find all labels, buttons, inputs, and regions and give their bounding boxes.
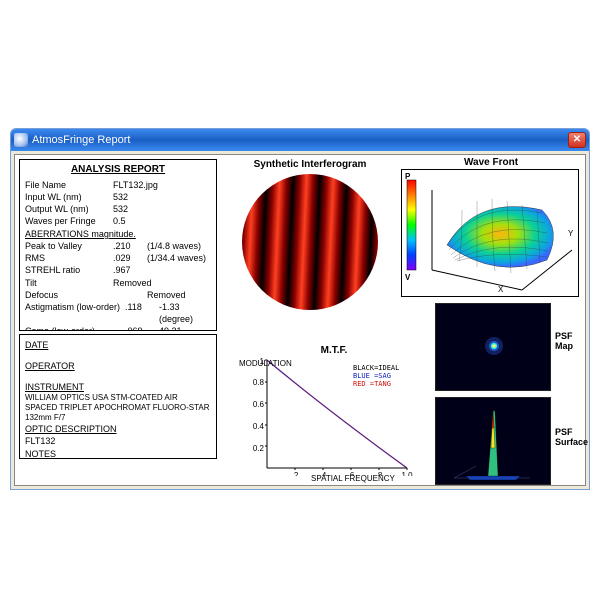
- tilt-value: Removed: [113, 277, 211, 289]
- opticdesc-text: FLT132: [25, 435, 211, 447]
- analysis-box: ANALYSIS REPORT File NameFLT132.jpg Inpu…: [19, 159, 217, 331]
- interferogram-chart: [240, 172, 380, 312]
- rms-label: RMS: [25, 252, 113, 264]
- meta-box: DATE OPERATOR INSTRUMENT WILLIAM OPTICS …: [19, 334, 217, 459]
- wpf-value: 0.5: [113, 215, 211, 227]
- coma-note: 49.21 (degree): [159, 325, 211, 331]
- window-title: AtmosFringe Report: [32, 134, 568, 146]
- svg-text:RED =TANG: RED =TANG: [353, 380, 391, 388]
- psf-map-chart: [435, 303, 551, 391]
- svg-text:Y: Y: [568, 229, 574, 238]
- coma-value: .069: [125, 325, 159, 331]
- svg-text:V: V: [405, 273, 411, 282]
- svg-text:0.6: 0.6: [253, 400, 265, 409]
- wavefront-panel: Wave Front: [401, 157, 581, 297]
- opticdesc-label: OPTIC DESCRIPTION: [25, 423, 211, 435]
- ptv-note: (1/4.8 waves): [147, 240, 211, 252]
- filename-label: File Name: [25, 179, 113, 191]
- app-window: AtmosFringe Report ✕ ANALYSIS REPORT Fil…: [10, 128, 590, 490]
- svg-text:P: P: [405, 172, 411, 181]
- ptv-label: Peak to Valley: [25, 240, 113, 252]
- app-icon: [14, 133, 28, 147]
- aberr-section: ABERRATIONS magnitude.: [25, 228, 211, 240]
- rms-value: .029: [113, 252, 147, 264]
- wavefront-chart: P V X Y: [401, 169, 579, 297]
- operator-label: OPERATOR: [25, 360, 211, 372]
- mtf-panel: M.T.F. MODULATION 1 0.8 0.6 0.4 0.2: [239, 345, 429, 481]
- astig-label: Astigmatism (low-order): [25, 301, 125, 325]
- psf-map-label: PSF Map: [555, 331, 585, 351]
- interferogram-panel: Synthetic Interferogram: [225, 159, 395, 312]
- psf-surface-chart: [435, 397, 551, 485]
- date-label: DATE: [25, 339, 211, 351]
- svg-text:BLACK=IDEAL: BLACK=IDEAL: [353, 364, 399, 372]
- spatial-freq-label: SPATIAL FREQUENCY: [311, 474, 395, 483]
- mtf-title: M.T.F.: [239, 345, 429, 356]
- strehl-label: STREHL ratio: [25, 264, 113, 276]
- wpf-label: Waves per Fringe: [25, 215, 113, 227]
- tilt-label: Tilt: [25, 277, 113, 289]
- instrument-text: WILLIAM OPTICS USA STM-COATED AIR SPACED…: [25, 393, 211, 422]
- instrument-label: INSTRUMENT: [25, 381, 211, 393]
- filename-value: FLT132.jpg: [113, 179, 211, 191]
- inputwl-value: 532: [113, 191, 211, 203]
- svg-text:BLUE =SAG: BLUE =SAG: [353, 372, 391, 380]
- svg-text:X: X: [498, 285, 504, 294]
- astig-value: .118: [125, 301, 159, 325]
- mtf-chart: 1 0.8 0.6 0.4 0.2 .2 .4 .6 .8 1.0: [239, 356, 429, 476]
- left-panel: ANALYSIS REPORT File NameFLT132.jpg Inpu…: [19, 159, 217, 487]
- report-header: ANALYSIS REPORT: [25, 163, 211, 177]
- svg-text:0.4: 0.4: [253, 422, 265, 431]
- coma-label: Coma (low-order): [25, 325, 125, 331]
- astig-note: -1.33 (degree): [159, 301, 211, 325]
- outputwl-value: 532: [113, 203, 211, 215]
- close-icon[interactable]: ✕: [568, 132, 586, 148]
- defocus-value: [113, 289, 147, 301]
- interferogram-title: Synthetic Interferogram: [225, 159, 395, 170]
- psf-surface-label: PSF Surface: [555, 427, 588, 447]
- notes-label: NOTES: [25, 448, 211, 460]
- svg-text:.2: .2: [292, 471, 299, 476]
- wavefront-title: Wave Front: [401, 157, 581, 168]
- defocus-label: Defocus: [25, 289, 113, 301]
- titlebar[interactable]: AtmosFringe Report ✕: [11, 129, 589, 151]
- inputwl-label: Input WL (nm): [25, 191, 113, 203]
- svg-text:1.0: 1.0: [401, 471, 413, 476]
- svg-text:0.2: 0.2: [253, 444, 265, 453]
- modulation-label: MODULATION: [239, 359, 292, 368]
- outputwl-label: Output WL (nm): [25, 203, 113, 215]
- ptv-value: .210: [113, 240, 147, 252]
- rms-note: (1/34.4 waves): [147, 252, 211, 264]
- defocus-note: Removed: [147, 289, 211, 301]
- content-area: ANALYSIS REPORT File NameFLT132.jpg Inpu…: [14, 154, 586, 486]
- strehl-value: .967: [113, 264, 211, 276]
- svg-text:0.8: 0.8: [253, 378, 265, 387]
